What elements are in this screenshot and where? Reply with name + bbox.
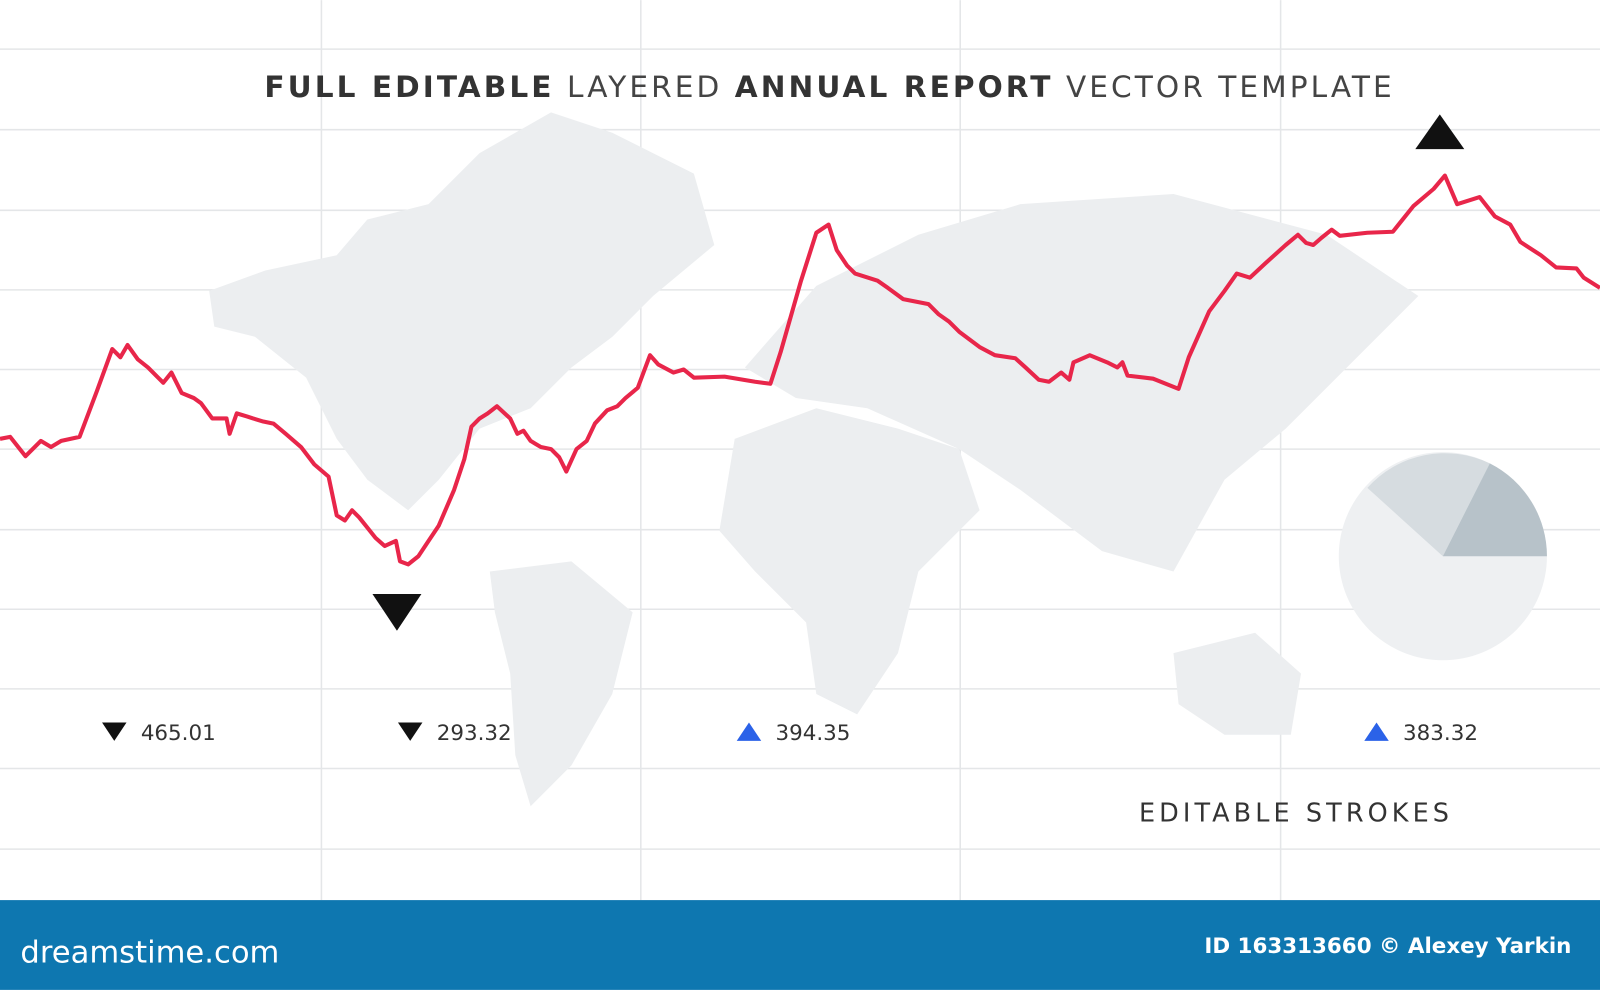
footer-credit: ID 163313660 © Alexey Yarkin — [1204, 934, 1571, 959]
indicator-value: 465.01 — [141, 721, 216, 746]
map-eurasia — [744, 193, 1419, 572]
footer-logo: dreamstime.com — [20, 935, 279, 970]
trough-marker — [372, 593, 422, 631]
pie-slice — [1367, 453, 1490, 557]
indicator-arrow — [1364, 722, 1389, 741]
pie-slice — [1442, 463, 1547, 557]
title: FULL EDITABLE LAYERED ANNUAL REPORT VECT… — [264, 70, 1394, 104]
trend-line — [0, 173, 1600, 567]
indicator-value: 383.32 — [1403, 721, 1478, 746]
title-part: VECTOR TEMPLATE — [1066, 70, 1395, 104]
indicator-value: 394.35 — [776, 721, 851, 746]
indicators: 465.01 293.32 394.35 383.32 — [102, 721, 1478, 746]
map-americas-north — [209, 112, 715, 511]
indicator-arrow — [102, 722, 127, 741]
indicator-arrow — [397, 722, 423, 741]
grid — [0, 0, 1600, 901]
title-part: ANNUAL REPORT — [735, 70, 1054, 104]
world-map — [209, 112, 1419, 807]
title-part: LAYERED — [567, 70, 722, 104]
map-americas-south — [489, 561, 633, 807]
caption: EDITABLE STROKES — [1139, 799, 1453, 829]
pie-chart — [1338, 452, 1547, 661]
map-africa — [719, 408, 980, 715]
indicator-arrow — [736, 722, 762, 741]
map-australia — [1173, 632, 1302, 735]
title-part: FULL EDITABLE — [264, 70, 554, 104]
indicator-value: 293.32 — [437, 721, 512, 746]
footer-band — [0, 900, 1600, 990]
peak-marker — [1415, 114, 1465, 150]
